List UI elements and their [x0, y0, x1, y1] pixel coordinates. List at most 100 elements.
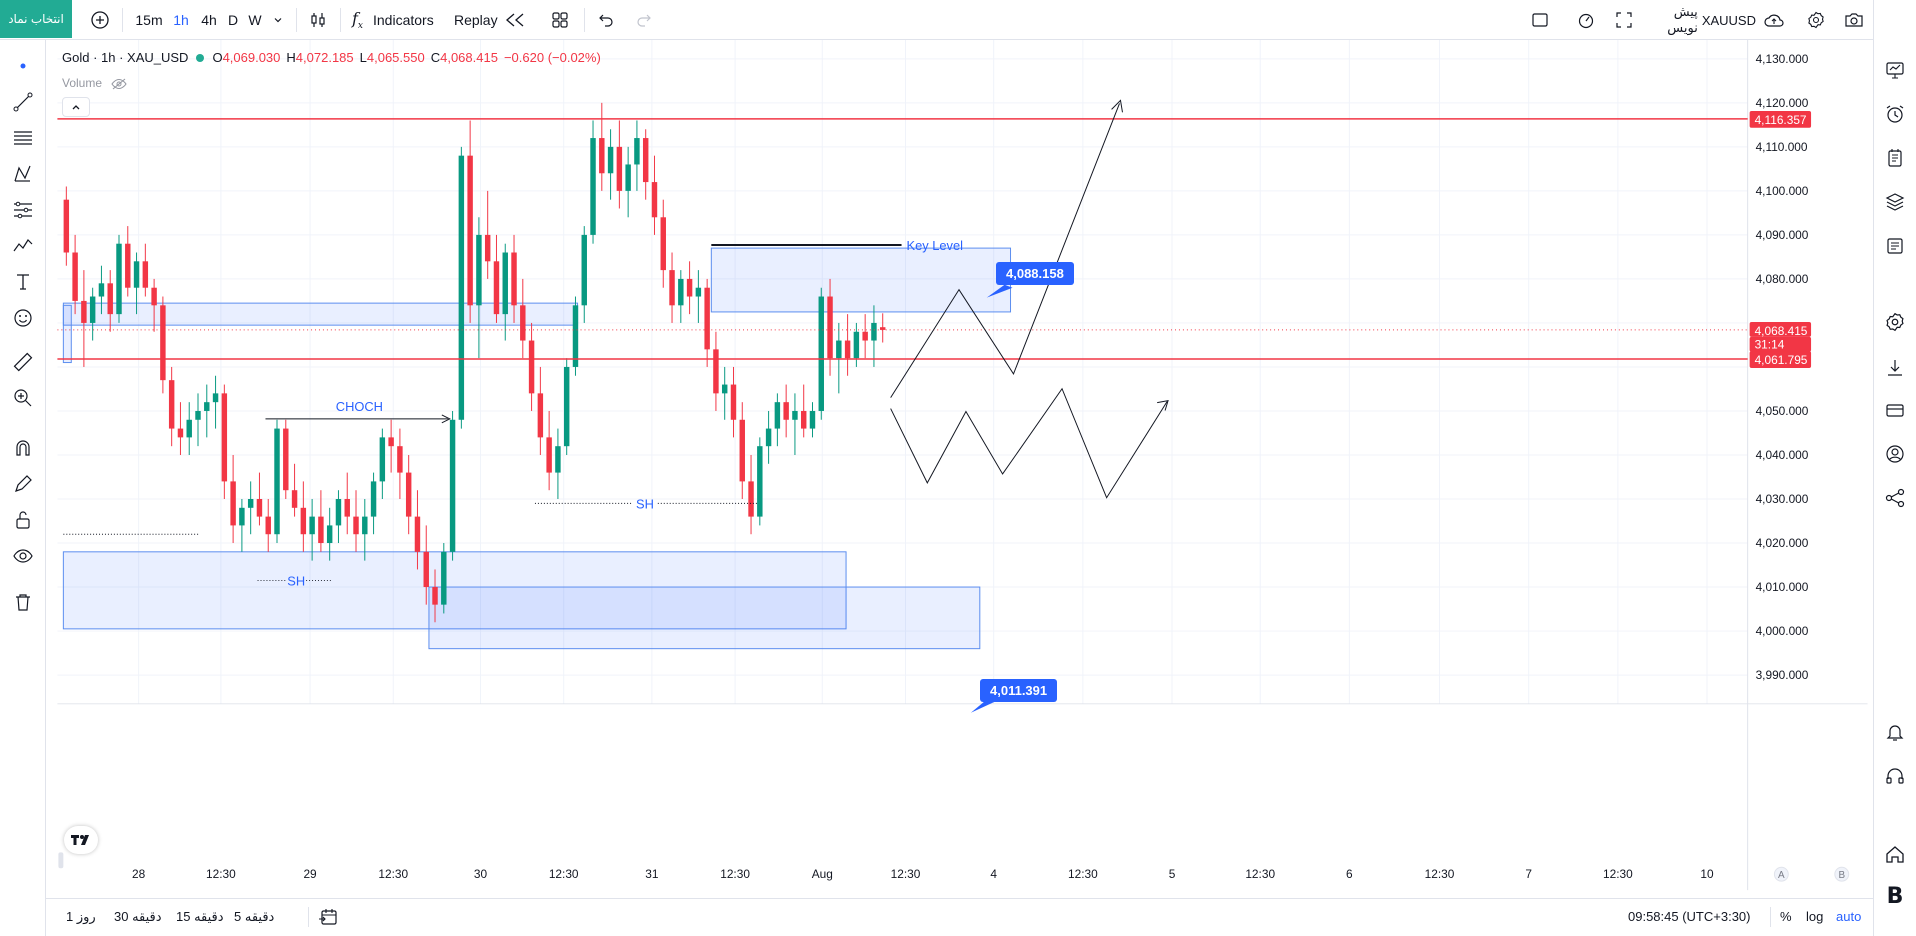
- pattern-tool[interactable]: [9, 160, 37, 188]
- candle-body[interactable]: [423, 551, 429, 588]
- auto-scale-button[interactable]: auto: [1836, 909, 1862, 924]
- candle-body[interactable]: [142, 261, 149, 288]
- candle-body[interactable]: [379, 437, 386, 482]
- remove-drawings-tool[interactable]: [9, 588, 37, 616]
- candle-body[interactable]: [63, 199, 70, 253]
- candle-body[interactable]: [449, 419, 456, 552]
- candle-body[interactable]: [441, 551, 447, 605]
- candle-body[interactable]: [168, 380, 175, 429]
- notes-button[interactable]: [1881, 144, 1909, 172]
- supply-zone-key-level[interactable]: [710, 247, 1012, 313]
- calendar-button[interactable]: [1881, 232, 1909, 260]
- candle-body[interactable]: [300, 507, 307, 535]
- candle-body[interactable]: [862, 331, 868, 341]
- candle-body[interactable]: [160, 305, 166, 381]
- candle-body[interactable]: [537, 393, 544, 438]
- candle-body[interactable]: [388, 437, 394, 447]
- trend-line-tool[interactable]: [9, 88, 37, 116]
- candle-body[interactable]: [546, 437, 552, 473]
- candle-body[interactable]: [256, 499, 263, 517]
- demand-zone-left[interactable]: [62, 302, 579, 326]
- candle-body[interactable]: [405, 472, 412, 517]
- candle-body[interactable]: [625, 164, 631, 191]
- interval-1h[interactable]: 1h: [173, 12, 189, 28]
- projection-path-bullish[interactable]: [890, 103, 1120, 398]
- interval-d[interactable]: D: [227, 12, 239, 28]
- legend-title[interactable]: Gold · 1h · XAU_USD: [62, 50, 189, 65]
- demand-zone-lower-narrow[interactable]: [428, 586, 981, 650]
- candle-body[interactable]: [783, 402, 789, 420]
- prediction-tool[interactable]: [9, 196, 37, 224]
- candle-body[interactable]: [98, 283, 105, 297]
- candle-body[interactable]: [274, 428, 280, 535]
- quick-search-button[interactable]: [1574, 8, 1598, 32]
- candle-body[interactable]: [669, 270, 675, 306]
- interval-dropdown[interactable]: [270, 8, 286, 32]
- interval-15m[interactable]: 15m: [135, 12, 163, 28]
- candle-body[interactable]: [230, 481, 236, 526]
- projection-path-ranging[interactable]: [890, 387, 1168, 499]
- timezone-clock[interactable]: 09:58:45 (UTC+3:30): [1628, 909, 1751, 924]
- candle-body[interactable]: [212, 393, 219, 403]
- zone-edge-left[interactable]: [62, 304, 72, 364]
- candle-body[interactable]: [730, 384, 737, 420]
- price-chart[interactable]: Key Level CHOCH SH SH 4,130.000 4,120.000 4,11…: [46, 40, 1873, 898]
- candle-body[interactable]: [204, 402, 210, 411]
- candle-body[interactable]: [616, 146, 623, 191]
- scroll-handle[interactable]: [58, 852, 64, 869]
- brush-tool[interactable]: [9, 232, 37, 260]
- candle-body[interactable]: [686, 278, 693, 297]
- candle-body[interactable]: [125, 243, 131, 288]
- lock-tool[interactable]: [9, 506, 37, 534]
- candle-body[interactable]: [397, 446, 403, 473]
- callout-lower-price[interactable]: 4,011.391: [980, 679, 1058, 702]
- candle-body[interactable]: [247, 499, 254, 508]
- replay-button[interactable]: Replay: [454, 8, 558, 32]
- range-30m[interactable]: 30 دقیقه: [114, 909, 162, 924]
- candle-body[interactable]: [599, 138, 605, 174]
- candle-body[interactable]: [291, 490, 298, 508]
- candle-body[interactable]: [133, 261, 140, 288]
- candle-body[interactable]: [476, 234, 482, 306]
- symbol-search-button[interactable]: انتخاب نماد: [0, 0, 72, 38]
- log-scale-button[interactable]: log: [1806, 909, 1824, 924]
- candle-body[interactable]: [757, 446, 763, 517]
- alerts-button[interactable]: [1881, 100, 1909, 128]
- candle-body[interactable]: [511, 252, 517, 306]
- callout-upper-price[interactable]: 4,088.158: [996, 262, 1074, 285]
- candle-body[interactable]: [563, 366, 570, 447]
- sh-label-upper[interactable]: SH: [636, 496, 654, 511]
- indicators-button[interactable]: fx Indicators: [352, 8, 456, 32]
- profile-button[interactable]: [1881, 440, 1909, 468]
- visibility-tool[interactable]: [9, 542, 37, 570]
- magnet-tool[interactable]: [9, 434, 37, 462]
- drawing-mode-tool[interactable]: [9, 470, 37, 498]
- candle-body[interactable]: [572, 305, 579, 367]
- candle-body[interactable]: [660, 217, 666, 271]
- candle-body[interactable]: [502, 252, 508, 315]
- candle-body[interactable]: [642, 138, 649, 183]
- volume-indicator[interactable]: Volume: [62, 76, 128, 90]
- brand-b-icon[interactable]: B: [1886, 883, 1904, 909]
- candle-body[interactable]: [414, 516, 421, 552]
- candle-body[interactable]: [370, 481, 377, 517]
- interval-4h[interactable]: 4h: [201, 12, 217, 28]
- candle-body[interactable]: [651, 182, 658, 218]
- support-button[interactable]: [1881, 762, 1909, 790]
- candle-body[interactable]: [107, 283, 113, 315]
- go-to-date-button[interactable]: [318, 907, 340, 930]
- candle-body[interactable]: [72, 252, 78, 301]
- candle-body[interactable]: [678, 278, 684, 306]
- candle-body[interactable]: [792, 410, 798, 420]
- cursor-tool[interactable]: [9, 52, 37, 80]
- demand-zone-lower-wide[interactable]: [62, 551, 847, 630]
- candle-body[interactable]: [362, 516, 368, 535]
- candle-body[interactable]: [326, 525, 333, 544]
- candle-body[interactable]: [221, 393, 228, 482]
- candle-body[interactable]: [634, 138, 640, 165]
- candle-body[interactable]: [695, 287, 702, 297]
- pane-b-icon[interactable]: B: [1838, 870, 1845, 881]
- collapse-legend-button[interactable]: [62, 97, 90, 117]
- candle-body[interactable]: [493, 261, 500, 315]
- layouts-button[interactable]: [548, 8, 572, 32]
